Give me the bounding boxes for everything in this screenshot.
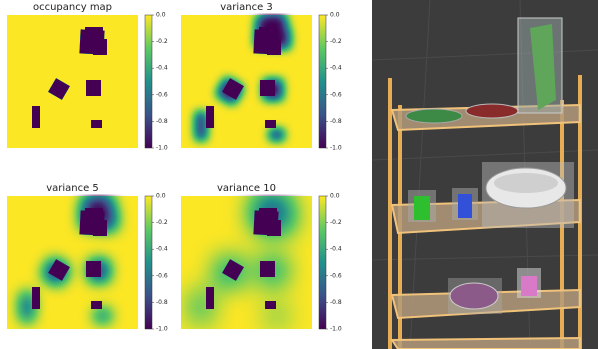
colorbar-tick-label: -0.4: [156, 246, 168, 253]
colorbar-tick-label: 0.0: [330, 12, 340, 19]
colorbar-tick-label: -0.4: [330, 65, 342, 72]
colorbar-tick-label: 0.0: [156, 12, 166, 19]
colorbar-tick-label: -0.2: [330, 219, 342, 226]
heatmap: [181, 194, 312, 329]
colorbar: [144, 14, 153, 149]
colorbar: [144, 195, 153, 330]
colorbar-tick-label: -1.0: [330, 326, 342, 333]
shelf-render: [371, 0, 598, 349]
colorbar-tick-label: -1.0: [156, 145, 168, 152]
heatmap: [7, 194, 138, 329]
colorbar-tick-label: -0.2: [156, 219, 168, 226]
colorbar-tick-label: -0.2: [330, 38, 342, 45]
colorbar-tick-label: -0.4: [156, 65, 168, 72]
colorbar-tick-label: -0.2: [156, 38, 168, 45]
colorbar-tick-label: -0.8: [156, 118, 168, 125]
colorbar-tick-label: -0.8: [330, 299, 342, 306]
colorbar-tick-label: -0.8: [330, 118, 342, 125]
panel-title: variance 3: [220, 2, 273, 13]
panel-title: occupancy map: [33, 2, 112, 13]
colorbar-tick-label: -0.6: [156, 91, 168, 98]
colorbar-tick-label: -0.6: [330, 91, 342, 98]
colorbar-tick-label: -0.6: [156, 272, 168, 279]
colorbar: [318, 195, 327, 330]
heatmap: [181, 13, 312, 148]
colorbar-tick-label: -1.0: [156, 326, 168, 333]
colorbar-tick-label: 0.0: [330, 193, 340, 200]
colorbar-tick-label: -0.8: [156, 299, 168, 306]
colorbar: [318, 14, 327, 149]
colorbar-tick-label: -0.4: [330, 246, 342, 253]
heatmap: [7, 15, 138, 148]
colorbar-tick-label: -0.6: [330, 272, 342, 279]
panel-title: variance 5: [46, 183, 99, 194]
panel-title: variance 10: [217, 183, 276, 194]
colorbar-tick-label: -1.0: [330, 145, 342, 152]
colorbar-tick-label: 0.0: [156, 193, 166, 200]
